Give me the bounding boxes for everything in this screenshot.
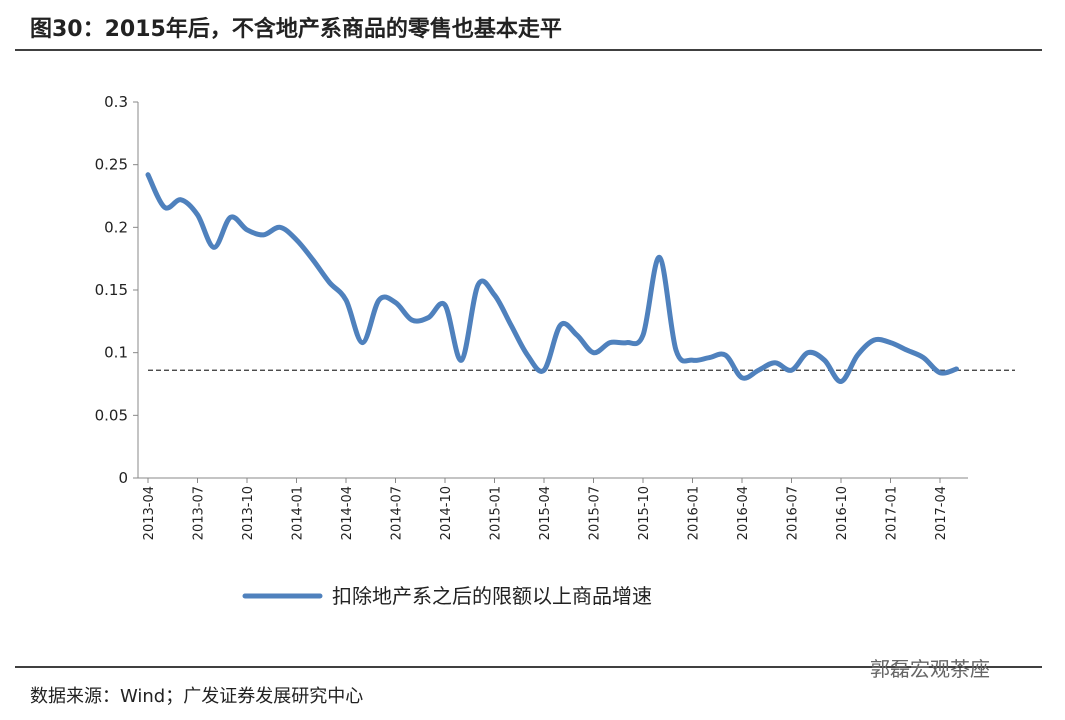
x-tick-label: 2014-10: [439, 486, 454, 540]
legend: 扣除地产系之后的限额以上商品增速: [242, 584, 652, 608]
y-tick-label: 0: [118, 469, 128, 487]
x-tick-label: 2015-04: [538, 486, 553, 540]
x-tick-label: 2017-01: [885, 486, 900, 540]
x-tick-label: 2013-04: [142, 486, 157, 540]
x-tick-label: 2013-10: [241, 486, 256, 540]
series-line: [145, 172, 959, 384]
watermark: 郭磊宏观茶座: [870, 657, 990, 681]
x-tick-label: 2015-01: [489, 486, 504, 540]
y-tick-label: 0.05: [95, 406, 128, 424]
legend-label: 扣除地产系之后的限额以上商品增速: [332, 584, 652, 608]
y-tick-label: 0.2: [104, 218, 128, 236]
y-tick-label: 0.1: [104, 344, 128, 362]
x-tick-label: 2016-07: [786, 486, 801, 540]
source: 数据来源：Wind；广发证券发展研究中心: [30, 686, 363, 707]
x-tick-label: 2014-01: [291, 486, 306, 540]
y-tick-label: 0.15: [95, 281, 128, 299]
x-tick-label: 2015-07: [588, 486, 603, 540]
x-tick-label: 2015-10: [637, 486, 652, 540]
x-tick-label: 2013-07: [192, 486, 207, 540]
y-tick-label: 0.25: [95, 156, 128, 174]
y-tick-label: 0.3: [104, 93, 128, 111]
chart-title: 图30：2015年后，不含地产系商品的零售也基本走平: [30, 16, 562, 42]
x-tick-label: 2016-04: [736, 486, 751, 540]
x-tick-label: 2016-01: [687, 486, 702, 540]
x-tick-label: 2014-07: [390, 486, 405, 540]
x-tick-label: 2014-04: [340, 486, 355, 540]
x-tick-label: 2016-10: [835, 486, 850, 540]
x-tick-label: 2017-04: [934, 486, 949, 540]
